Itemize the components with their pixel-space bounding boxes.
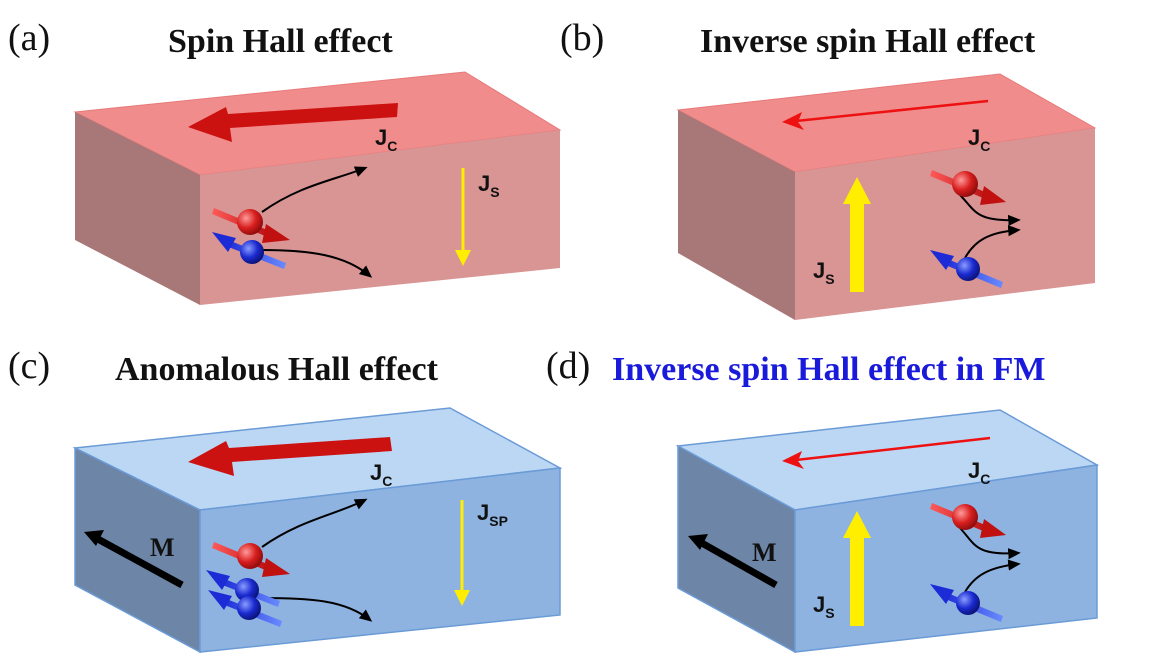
panel-letter: (c) [8, 345, 50, 387]
charge-current-label: JC [370, 460, 392, 489]
spin-current-arrow [843, 177, 871, 292]
panel-b: (b) Inverse spin Hall effect JC JS [560, 17, 1097, 320]
spin-down-electron [930, 250, 1003, 288]
block-front-face [795, 128, 1095, 320]
block-side-face [678, 110, 795, 320]
spin-down-electron [212, 232, 286, 269]
spin-current-arrow [843, 511, 871, 626]
panel-c: (c) Anomalous Hall effect JC JSP M [8, 345, 563, 654]
panel-letter: (d) [546, 345, 590, 387]
panel-title: Inverse spin Hall effect in FM [612, 351, 1045, 388]
magnetization-arrow [688, 534, 778, 589]
spin-down-electron [208, 590, 282, 627]
charge-current-label: JC [968, 125, 990, 154]
charge-current-arrow [188, 437, 392, 476]
spin-up-electron [212, 208, 290, 243]
deflection-path-down [261, 597, 373, 622]
spin-current-label: JS [813, 592, 835, 621]
spin-current-label: JS [478, 171, 500, 200]
panel-title: Anomalous Hall effect [115, 351, 439, 388]
spin-up-electron [930, 170, 1006, 205]
panel-letter: (b) [560, 17, 604, 59]
charge-current-label: JC [968, 458, 990, 487]
block-front-face [794, 464, 1098, 653]
convergence-path-up [959, 194, 1021, 227]
deflection-path-down [261, 249, 373, 278]
spin-down-electron [206, 570, 280, 607]
magnetization-arrow [84, 530, 184, 589]
spin-current-label: JS [813, 258, 835, 287]
convergence-path-up [959, 527, 1021, 560]
charge-current-arrow [782, 99, 989, 130]
deflection-path-up [261, 498, 368, 548]
spin-current-arrow [455, 168, 471, 266]
red-block [676, 73, 1097, 320]
magnetization-label: M [150, 533, 175, 562]
blue-block [675, 409, 1100, 654]
charge-current-arrow [782, 436, 991, 469]
charge-current-arrow [188, 103, 398, 142]
red-block [73, 71, 562, 305]
block-front-face [200, 130, 560, 305]
panel-title: Spin Hall effect [168, 23, 393, 60]
deflection-path-up [261, 166, 368, 213]
panel-letter: (a) [8, 17, 50, 59]
spin-down-electron [930, 584, 1003, 622]
spin-up-electron [212, 542, 290, 577]
block-front-face [199, 467, 561, 653]
convergence-path-down [964, 559, 1021, 593]
panel-a: (a) Spin Hall effect JC JS [8, 17, 562, 305]
magnetization-label: M [752, 538, 777, 567]
charge-current-label: JC [375, 125, 397, 154]
convergence-path-down [964, 225, 1021, 259]
spin-up-electron [930, 503, 1006, 538]
spin-polarized-current-label: JSP [477, 500, 508, 529]
blue-block [72, 407, 563, 654]
panel-title: Inverse spin Hall effect [700, 23, 1036, 60]
spin-polarized-current-arrow [454, 500, 470, 606]
panel-d: (d) Inverse spin Hall effect in FM JC JS… [546, 345, 1100, 654]
block-side-face [75, 112, 200, 305]
